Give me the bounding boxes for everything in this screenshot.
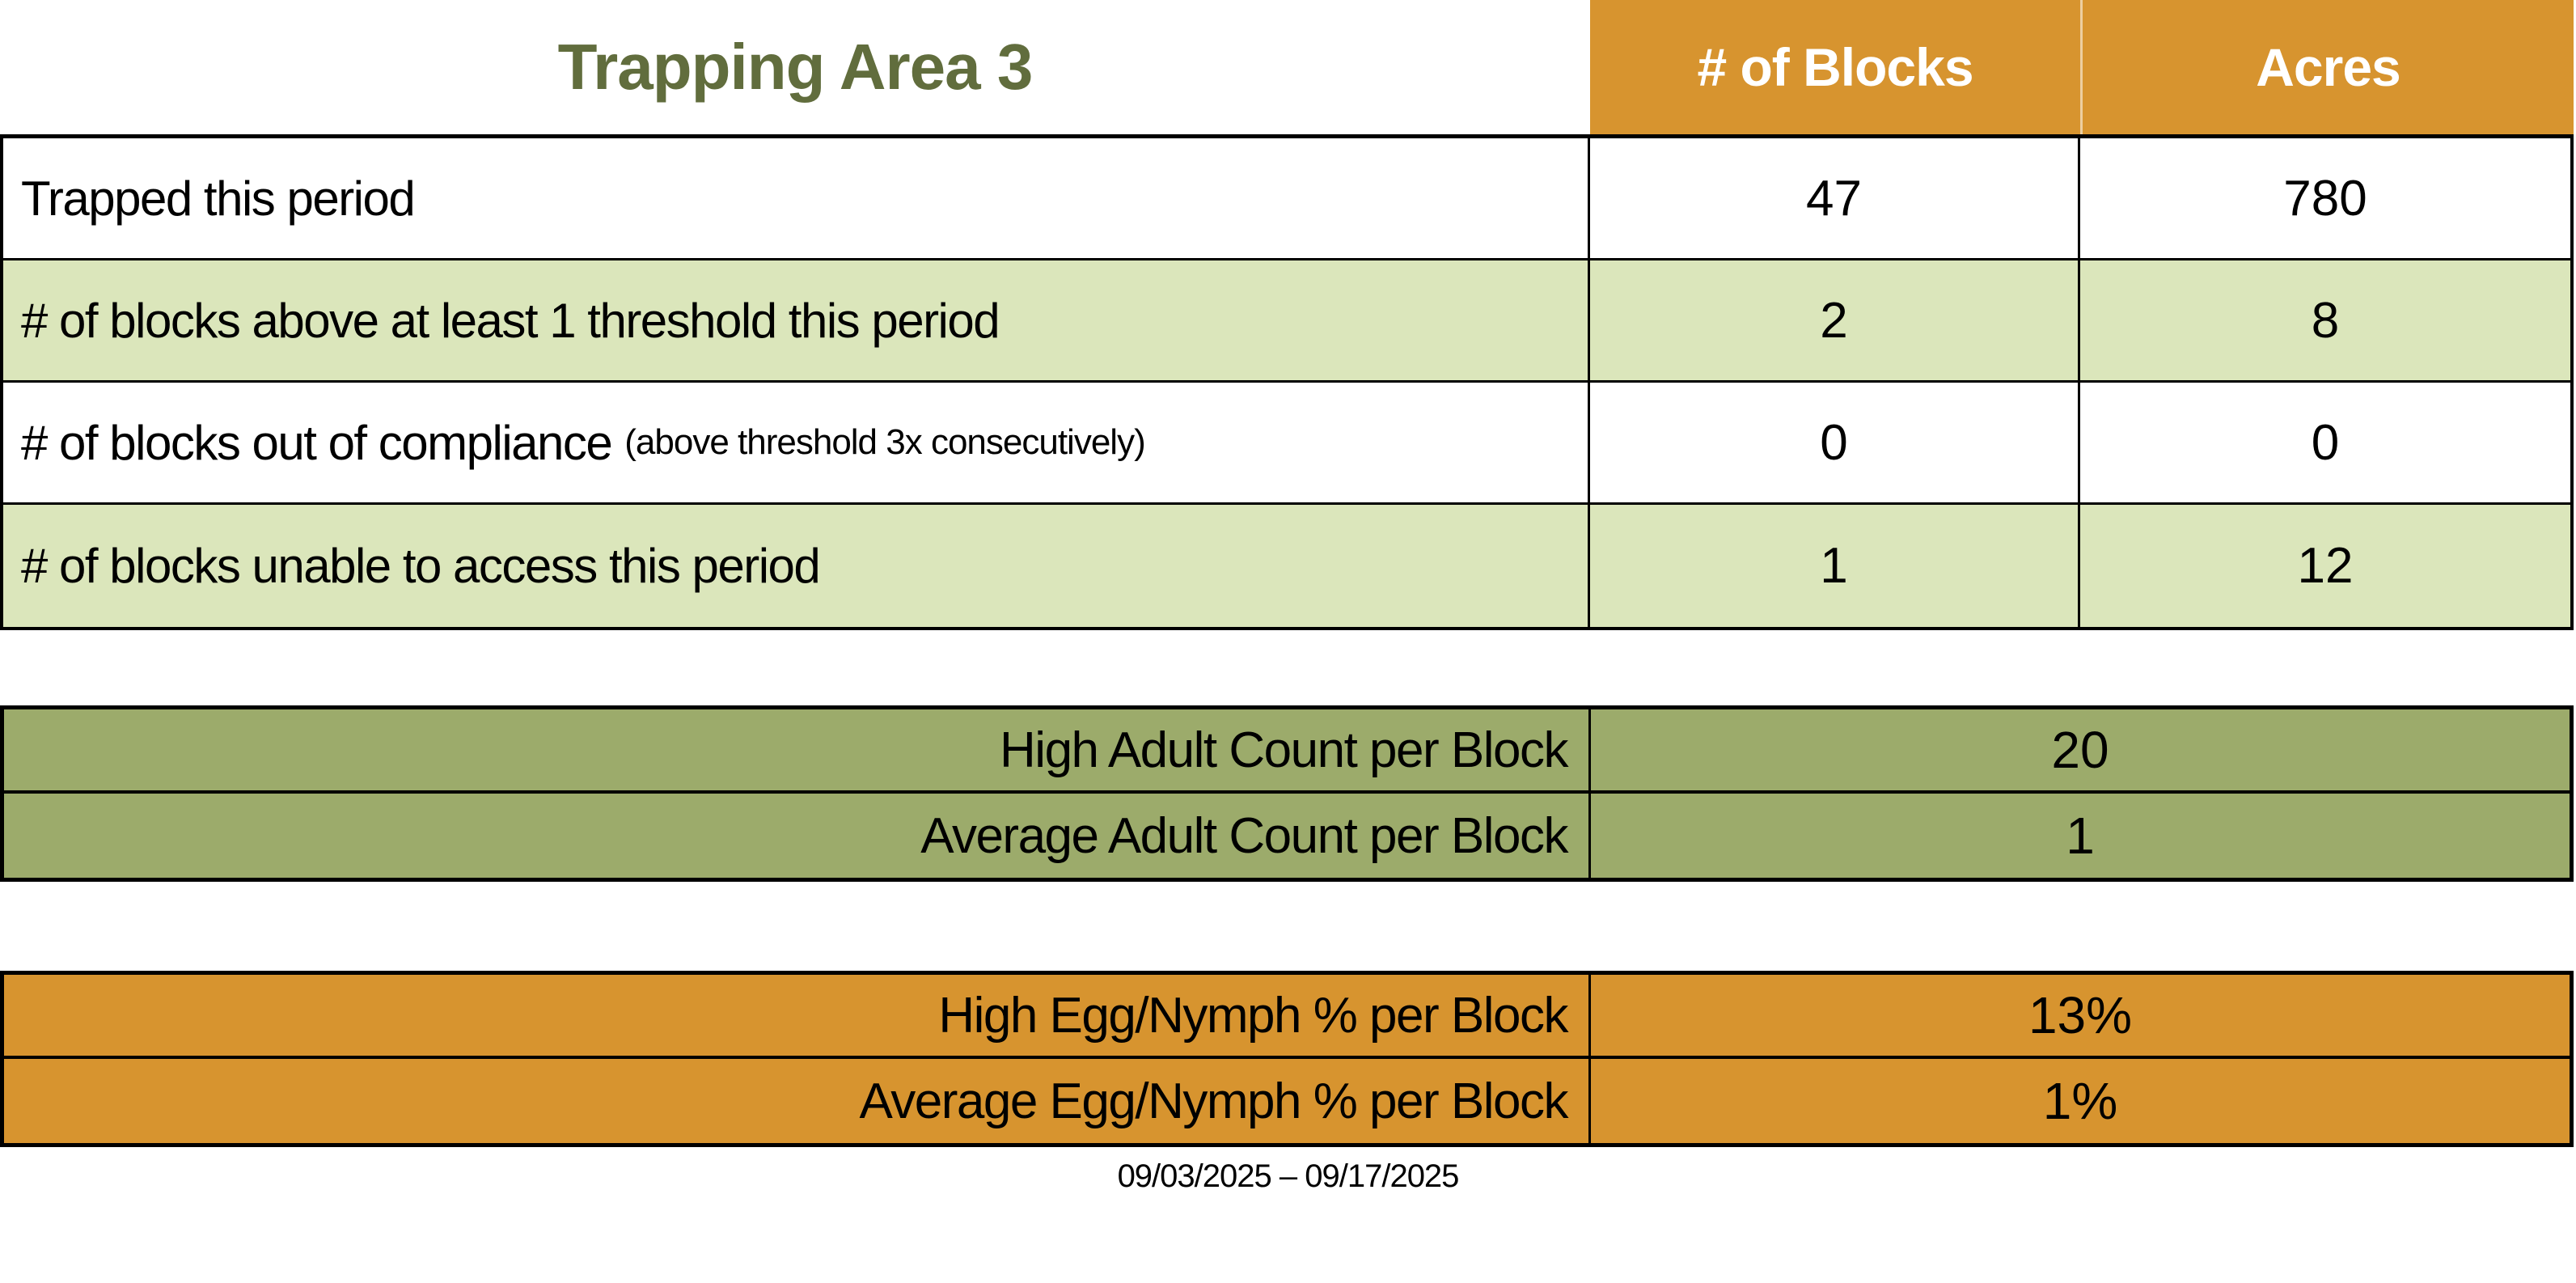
row-label: # of blocks unable to access this period [3,505,1590,627]
table-body: Trapped this period 47 780 # of blocks a… [0,134,2574,630]
average-egg-nymph-row: Average Egg/Nymph % per Block 1% [4,1059,2570,1143]
row-value: 1 [2066,807,2095,865]
adult-count-section: High Adult Count per Block 20 Average Ad… [0,705,2574,882]
blocks-value: 1 [1590,505,2080,627]
row-label-note: (above threshold 3x consecutively) [624,422,1145,462]
column-header-acres: Acres [2080,0,2574,134]
blocks-value: 0 [1590,383,2080,502]
row-label-text: # of blocks above at least 1 threshold t… [21,293,1000,348]
blocks-value: 47 [1590,138,2080,258]
blocks-value: 2 [1590,260,2080,380]
column-header-blocks: # of Blocks [1590,0,2080,134]
row-value: 13% [2028,986,2133,1044]
acres-value: 780 [2283,170,2367,227]
table-row-out-of-compliance: # of blocks out of compliance (above thr… [3,383,2570,505]
row-label-text: Trapped this period [21,171,416,226]
row-label: # of blocks out of compliance (above thr… [3,383,1590,502]
row-label: High Adult Count per Block [4,709,1591,790]
trapping-summary-table: Trapping Area 3 # of Blocks Acres Trappe… [0,0,2574,630]
page-title: Trapping Area 3 [0,0,1590,134]
row-value: 1% [2042,1072,2118,1130]
row-label-text: # of blocks out of compliance [21,415,613,470]
row-label: Average Egg/Nymph % per Block [4,1059,1591,1143]
row-label: Trapped this period [3,138,1590,258]
high-egg-nymph-row: High Egg/Nymph % per Block 13% [4,975,2570,1059]
date-range: 09/03/2025 – 09/17/2025 [1117,1158,1460,1194]
high-adult-count-row: High Adult Count per Block 20 [4,709,2570,794]
egg-nymph-section: High Egg/Nymph % per Block 13% Average E… [0,971,2574,1147]
table-header-row: Trapping Area 3 # of Blocks Acres [0,0,2574,134]
table-row-above-threshold: # of blocks above at least 1 threshold t… [3,260,2570,383]
average-adult-count-row: Average Adult Count per Block 1 [4,794,2570,878]
table-row-unable-to-access: # of blocks unable to access this period… [3,505,2570,627]
row-label: High Egg/Nymph % per Block [4,975,1591,1056]
acres-value: 0 [2311,414,2340,471]
row-label: # of blocks above at least 1 threshold t… [3,260,1590,380]
acres-value: 8 [2311,292,2340,349]
row-value: 20 [2051,721,2109,779]
table-row-trapped: Trapped this period 47 780 [3,138,2570,260]
row-label: Average Adult Count per Block [4,794,1591,878]
acres-value: 12 [2297,538,2354,594]
row-label-text: # of blocks unable to access this period [21,539,821,593]
